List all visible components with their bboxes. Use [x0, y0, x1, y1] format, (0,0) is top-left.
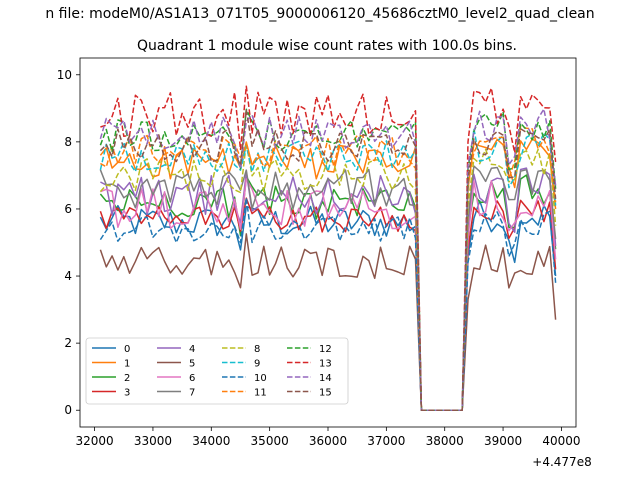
x-tick-label: 40000 — [542, 434, 580, 448]
legend-label-10: 10 — [254, 373, 267, 384]
series-line-9 — [99, 127, 557, 411]
x-tick-label: 34000 — [192, 434, 230, 448]
figure-suptitle: n file: modeM0/AS1A13_071T05_9000006120_… — [45, 6, 594, 22]
series-line-8 — [99, 142, 557, 411]
legend-label-2: 2 — [124, 373, 130, 384]
series-line-15 — [99, 108, 557, 411]
legend-label-1: 1 — [124, 359, 130, 370]
legend-label-9: 9 — [254, 359, 260, 370]
legend-label-0: 0 — [124, 344, 130, 355]
legend-label-12: 12 — [319, 344, 332, 355]
x-tick-label: 39000 — [484, 434, 522, 448]
legend-label-11: 11 — [254, 388, 267, 399]
y-axis: 0 2 4 6 8 10 — [57, 68, 80, 417]
y-tick-label: 10 — [57, 68, 72, 82]
y-tick-label: 6 — [64, 202, 72, 216]
legend-box — [85, 337, 349, 405]
series-line-10 — [99, 197, 557, 411]
legend-label-15: 15 — [319, 388, 332, 399]
series-line-1 — [99, 138, 557, 411]
series-line-3 — [99, 197, 557, 411]
series-line-14 — [99, 108, 557, 411]
legend-label-4: 4 — [189, 344, 195, 355]
x-tick-label: 35000 — [251, 434, 289, 448]
series-line-5 — [99, 233, 557, 411]
x-tick-label: 38000 — [426, 434, 464, 448]
x-axis: 32000 33000 34000 35000 36000 37000 38000 39000… — [75, 427, 581, 448]
legend-label-6: 6 — [189, 373, 195, 384]
series-line-6 — [100, 178, 557, 411]
x-offset-label: +4.477e8 — [532, 455, 591, 469]
series-line-11 — [100, 125, 557, 411]
legend-label-3: 3 — [124, 388, 130, 399]
y-tick-label: 4 — [64, 269, 72, 283]
series-layer — [99, 85, 557, 411]
x-tick-label: 33000 — [134, 434, 172, 448]
x-tick-label: 36000 — [309, 434, 347, 448]
y-tick-label: 8 — [64, 135, 72, 149]
legend-label-14: 14 — [319, 373, 332, 384]
legend-label-5: 5 — [189, 359, 195, 370]
x-tick-label: 37000 — [367, 434, 405, 448]
legend-label-8: 8 — [254, 344, 260, 355]
y-tick-label: 0 — [64, 403, 72, 417]
legend-label-7: 7 — [189, 388, 195, 399]
x-tick-label: 32000 — [75, 434, 113, 448]
y-tick-label: 2 — [64, 336, 72, 350]
chart-title: Quadrant 1 module wise count rates with … — [137, 38, 517, 54]
legend-label-13: 13 — [319, 359, 332, 370]
series-line-13 — [100, 85, 557, 411]
